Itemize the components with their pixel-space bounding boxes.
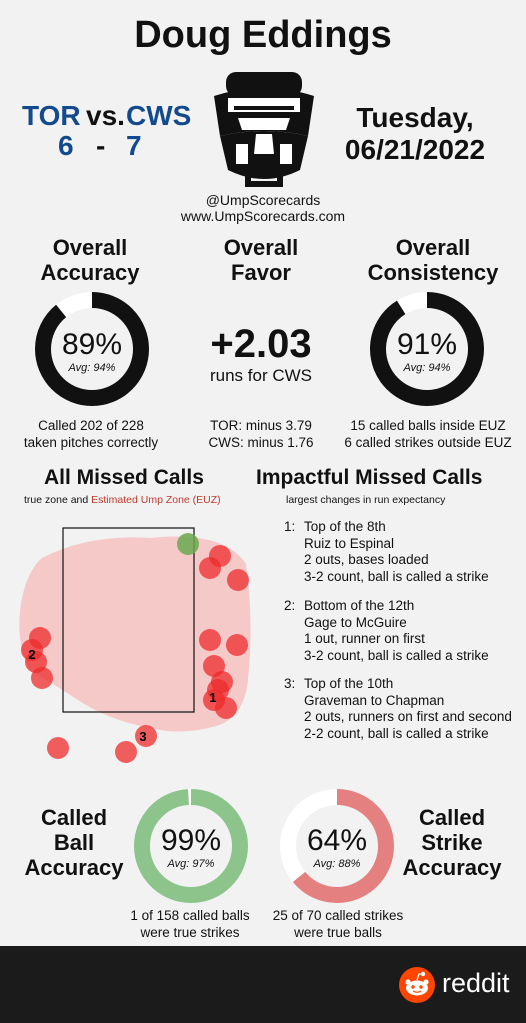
call-1: Top of the 8th Ruiz to Espinal 2 outs, b…: [304, 519, 489, 585]
missed-call-dot: [215, 697, 237, 719]
website: www.UmpScorecards.com: [180, 208, 346, 224]
call-2-line: 1 out, runner on first: [304, 631, 425, 646]
consistency-ring: [370, 292, 484, 406]
accuracy-ring-fill: [35, 292, 149, 406]
call-3-num: 3:: [284, 676, 296, 691]
reddit-wordmark[interactable]: reddit: [442, 968, 510, 998]
ball-acc-value: 99%: [160, 824, 222, 857]
ball-acc-note-1: 1 of 158 called balls: [130, 908, 250, 923]
impactful-label-1: 1: [209, 690, 216, 705]
impactful-subtitle: largest changes in run expectancy: [286, 494, 446, 506]
strike-zone: [62, 527, 195, 713]
missed-subtitle-prefix: true zone and: [24, 494, 89, 506]
call-3-line: 2-2 count, ball is called a strike: [304, 725, 489, 741]
consistency-title-2: Consistency: [367, 260, 499, 285]
favor-sub: runs for CWS: [209, 366, 313, 385]
favor-title-2: Favor: [231, 260, 291, 285]
reddit-logo-icon[interactable]: [398, 966, 436, 1004]
missed-title: All Missed Calls: [44, 466, 204, 489]
favor-value: +2.03: [210, 322, 312, 366]
call-3-line: 2 outs, runners on first and second: [304, 709, 512, 724]
missed-call-dot: [199, 629, 221, 651]
accuracy-avg: Avg: 94%: [68, 362, 116, 374]
home-team: CWS: [126, 100, 192, 131]
call-2-line: 3-2 count, ball is called a strike: [304, 647, 489, 663]
handle: @UmpScorecards: [205, 192, 321, 208]
missed-call-dot: [135, 725, 157, 747]
euz-region: [19, 536, 251, 732]
strike-acc-ring-fill: [280, 789, 394, 903]
strike-acc-title-1: Called: [418, 805, 486, 830]
strike-acc-avg: Avg: 88%: [313, 858, 361, 870]
consistency-title-1: Overall: [395, 235, 471, 260]
accuracy-note-1: Called 202 of 228: [38, 418, 144, 433]
call-2-line: Bottom of the 12th: [304, 598, 415, 613]
umpire-name: Doug Eddings: [134, 14, 392, 56]
away-team: TOR: [22, 100, 81, 131]
umpire-mask-icon: [214, 72, 314, 187]
ball-acc-ring: [134, 789, 248, 903]
favor-note-1: TOR: minus 3.79: [210, 418, 312, 433]
footer-bar: reddit: [0, 946, 526, 1023]
call-3-line: Graveman to Chapman: [304, 692, 445, 708]
missed-calls-plot: 1 2 3: [19, 527, 251, 763]
missed-subtitle-euz: Estimated Ump Zone (EUZ): [91, 494, 221, 506]
vs-label: vs.: [86, 100, 125, 131]
game-day: Tuesday,: [356, 102, 474, 133]
ball-acc-ring-fill: [134, 789, 248, 903]
call-1-line: Ruiz to Espinal: [304, 535, 395, 551]
missed-call-dot: [227, 569, 249, 591]
call-2-line: Gage to McGuire: [304, 614, 407, 630]
impactful-label-2: 2: [28, 647, 35, 662]
call-1-num: 1:: [284, 519, 296, 534]
accuracy-note-2: taken pitches correctly: [23, 435, 159, 450]
missed-call-dot: [177, 533, 199, 555]
impactful-label-3: 3: [139, 729, 146, 744]
call-2: Bottom of the 12th Gage to McGuire 1 out…: [304, 598, 489, 664]
missed-call-dot: [115, 741, 137, 763]
ball-acc-title-2: Ball: [53, 830, 95, 855]
score-dash: -: [96, 130, 106, 161]
consistency-value: 91%: [396, 328, 458, 361]
accuracy-value: 89%: [61, 328, 123, 361]
accuracy-title-1: Overall: [52, 235, 128, 260]
accuracy-ring: [35, 292, 149, 406]
consistency-note-1: 15 called balls inside EUZ: [350, 418, 506, 433]
favor-note-2: CWS: minus 1.76: [208, 435, 314, 450]
accuracy-title-2: Accuracy: [40, 260, 140, 285]
impactful-title: Impactful Missed Calls: [256, 466, 483, 489]
missed-call-dot: [199, 557, 221, 579]
game-date: 06/21/2022: [344, 134, 486, 165]
ball-acc-avg: Avg: 97%: [167, 858, 215, 870]
consistency-ring-fill: [370, 292, 484, 406]
strike-acc-title-2: Strike: [421, 830, 483, 855]
favor-title-1: Overall: [223, 235, 299, 260]
call-3-line: Top of the 10th: [304, 676, 394, 691]
call-1-line: Top of the 8th: [304, 519, 386, 534]
away-score: 6: [58, 130, 74, 161]
strike-acc-title-3: Accuracy: [402, 855, 502, 880]
ball-acc-title-1: Called: [40, 805, 108, 830]
strike-acc-ring: [280, 789, 394, 903]
missed-call-dot: [226, 634, 248, 656]
strike-acc-note-1: 25 of 70 called strikes: [272, 908, 404, 923]
call-2-num: 2:: [284, 598, 296, 613]
consistency-note-2: 6 called strikes outside EUZ: [344, 435, 512, 450]
ball-acc-note-2: were true strikes: [140, 925, 240, 940]
ball-acc-title-3: Accuracy: [24, 855, 124, 880]
home-score: 7: [126, 130, 142, 161]
strike-acc-value: 64%: [306, 824, 368, 857]
call-1-line: 3-2 count, ball is called a strike: [304, 568, 489, 584]
call-3: Top of the 10th Graveman to Chapman 2 ou…: [304, 676, 512, 742]
strike-acc-note-2: were true balls: [294, 925, 382, 940]
missed-call-dot: [47, 737, 69, 759]
missed-call-dot: [31, 667, 53, 689]
call-1-line: 2 outs, bases loaded: [304, 552, 429, 567]
consistency-avg: Avg: 94%: [403, 362, 451, 374]
missed-subtitle: true zone and Estimated Ump Zone (EUZ): [24, 494, 221, 506]
